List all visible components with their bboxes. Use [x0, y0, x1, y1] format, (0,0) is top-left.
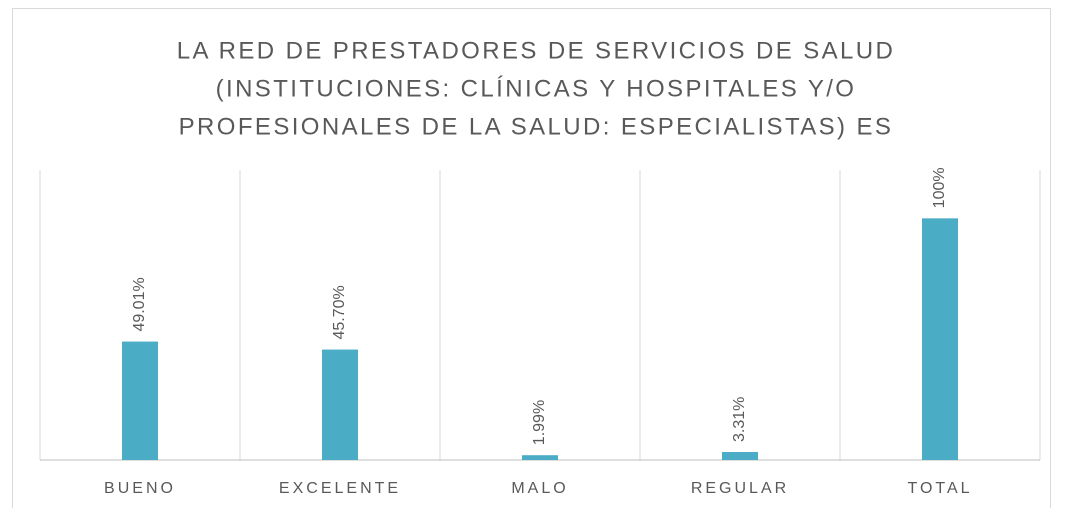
bar	[522, 455, 558, 460]
chart-title: (INSTITUCIONES: CLÍNICAS Y HOSPITALES Y/…	[216, 75, 857, 102]
bar	[322, 349, 358, 460]
value-label: 100%	[931, 167, 948, 208]
value-label: 45.70%	[331, 285, 348, 339]
x-tick-label: MALO	[511, 480, 568, 497]
value-label: 3.31%	[731, 397, 748, 442]
chart-frame	[12, 8, 1051, 508]
bar	[922, 218, 958, 460]
bar	[122, 341, 158, 460]
chart-title: PROFESIONALES DE LA SALUD: ESPECIALISTAS…	[179, 113, 894, 140]
bar	[722, 452, 758, 460]
x-tick-label: EXCELENTE	[279, 480, 401, 497]
x-tick-label: TOTAL	[907, 480, 972, 497]
value-label: 49.01%	[131, 277, 148, 331]
x-tick-label: BUENO	[104, 480, 176, 497]
chart-title: LA RED DE PRESTADORES DE SERVICIOS DE SA…	[177, 37, 895, 64]
x-tick-label: REGULAR	[691, 480, 789, 497]
value-label: 1.99%	[531, 400, 548, 445]
